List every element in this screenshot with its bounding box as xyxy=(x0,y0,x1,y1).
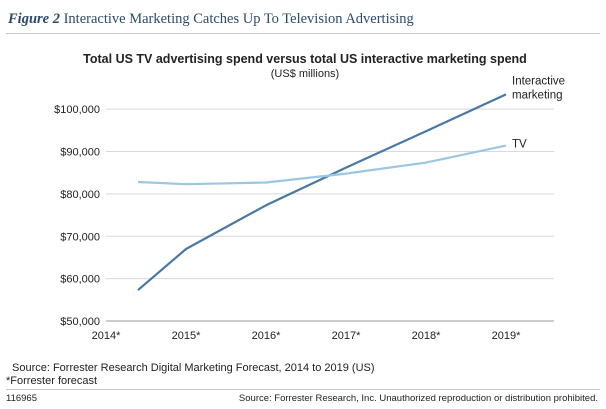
x-tick-label: 2019* xyxy=(492,330,521,342)
x-tick-label: 2017* xyxy=(332,330,361,342)
x-axis-tick-labels: 2014* 2015* 2016* 2017* 2018* 2019* xyxy=(92,330,521,342)
interactive-marketing-label: Interactive xyxy=(512,75,565,87)
top-divider xyxy=(6,33,600,34)
x-tick-label: 2014* xyxy=(92,330,121,342)
document-id: 116965 xyxy=(6,393,37,404)
y-tick-label: $100,000 xyxy=(54,104,100,116)
tv-label: TV xyxy=(512,139,527,151)
y-tick-label: $50,000 xyxy=(60,316,100,328)
bottom-divider xyxy=(6,389,600,390)
copyright-notice: Source: Forrester Research, Inc. Unautho… xyxy=(238,393,598,404)
y-tick-label: $80,000 xyxy=(60,189,100,201)
source-note: Source: Forrester Research Digital Marke… xyxy=(12,362,375,374)
interactive-marketing-label: marketing xyxy=(512,89,563,101)
chart-subtitle: (US$ millions) xyxy=(271,68,339,80)
y-tick-label: $90,000 xyxy=(60,147,100,159)
forecast-note: *Forrester forecast xyxy=(6,375,98,387)
figure-title: Figure 2 Interactive Marketing Catches U… xyxy=(8,11,414,28)
tv-line xyxy=(137,144,507,186)
x-tick-label: 2016* xyxy=(252,330,281,342)
y-tick-label: $60,000 xyxy=(60,274,100,286)
chart-title: Total US TV advertising spend versus tot… xyxy=(83,52,527,66)
y-tick-label: $70,000 xyxy=(60,231,100,243)
figure-title-text: Interactive Marketing Catches Up To Tele… xyxy=(63,11,414,27)
interactive-marketing-line xyxy=(137,93,507,291)
gridlines xyxy=(106,108,554,322)
series-labels: Interactive marketing TV xyxy=(512,75,565,150)
x-tick-label: 2018* xyxy=(412,330,441,342)
series-lines xyxy=(137,93,507,291)
x-tick-label: 2015* xyxy=(172,330,201,342)
figure-number: Figure 2 xyxy=(8,11,60,27)
y-axis-tick-labels: $50,000 $60,000 $70,000 $80,000 $90,000 $100,… xyxy=(54,104,100,328)
